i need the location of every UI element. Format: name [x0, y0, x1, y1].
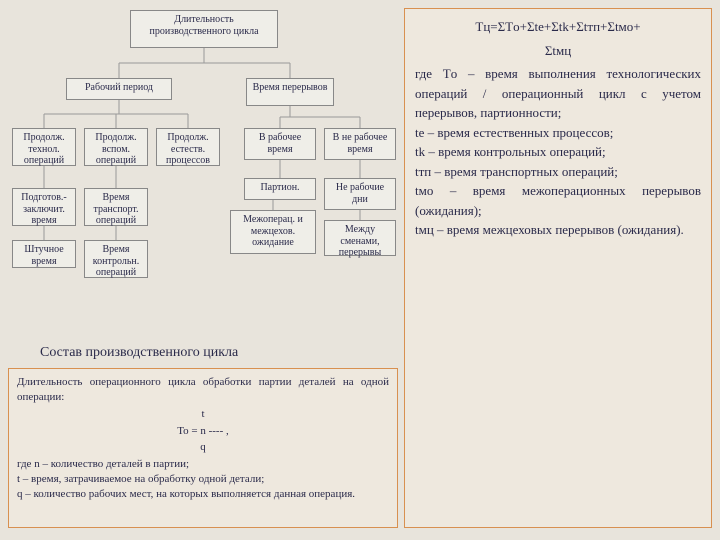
bottom-formula-q: q [17, 440, 389, 455]
diagram-caption: Состав производственного цикла [40, 345, 238, 361]
node-a2c1: Время транспорт. операций [84, 188, 148, 226]
node-a3: Продолж. естеств. процессов [156, 128, 220, 166]
bottom-formula-main: То = n ---- , [17, 424, 389, 439]
node-b2c1: Не рабочие дни [324, 178, 396, 210]
node-b1c2: Межоперац. и межцехов. ожидание [230, 210, 316, 254]
node-b1c1: Партион. [244, 178, 316, 200]
bottom-line3: t – время, затрачиваемое на обработку од… [17, 472, 389, 487]
node-a1c2: Штучное время [12, 240, 76, 268]
node-a1: Продолж. технол. операций [12, 128, 76, 166]
right-d3: tтп – время транспортных операций; [415, 162, 701, 182]
node-a1c1: Подготов.-заключит. время [12, 188, 76, 226]
right-d5: tмц – время межцеховых перерывов (ожидан… [415, 220, 701, 240]
flowchart: Длительность производственного цикла Рабо… [8, 8, 398, 338]
node-break: Время перерывов [246, 78, 334, 106]
right-d4: tмо – время межоперационных перерывов (о… [415, 181, 701, 220]
bottom-line2: где n – количество деталей в партии; [17, 457, 389, 472]
bottom-line1: Длительность операционного цикла обработ… [17, 375, 389, 405]
node-b2c2: Между сменами, перерывы [324, 220, 396, 256]
node-work: Рабочий период [66, 78, 172, 100]
node-a2c2: Время контрольн. операций [84, 240, 148, 278]
right-d1: tе – время естественных процессов; [415, 123, 701, 143]
node-b1: В рабочее время [244, 128, 316, 160]
operation-cycle-box: Длительность операционного цикла обработ… [8, 368, 398, 528]
right-formula1: Tц=ΣTо+Σtе+Σtk+Σtтп+Σtмо+ [415, 17, 701, 37]
node-root: Длительность производственного цикла [130, 10, 278, 48]
bottom-line4: q – количество рабочих мест, на которых … [17, 487, 389, 502]
node-a2: Продолж. вспом. операций [84, 128, 148, 166]
right-d0: где Tо – время выполнения технологически… [415, 64, 701, 123]
right-d2: tk – время контрольных операций; [415, 142, 701, 162]
cycle-formula-box: Tц=ΣTо+Σtе+Σtk+Σtтп+Σtмо+ Σtмц где Tо – … [404, 8, 712, 528]
node-b2: В не рабочее время [324, 128, 396, 160]
connector-lines [8, 8, 398, 338]
bottom-formula-t: t [17, 407, 389, 422]
right-formula2: Σtмц [415, 41, 701, 61]
